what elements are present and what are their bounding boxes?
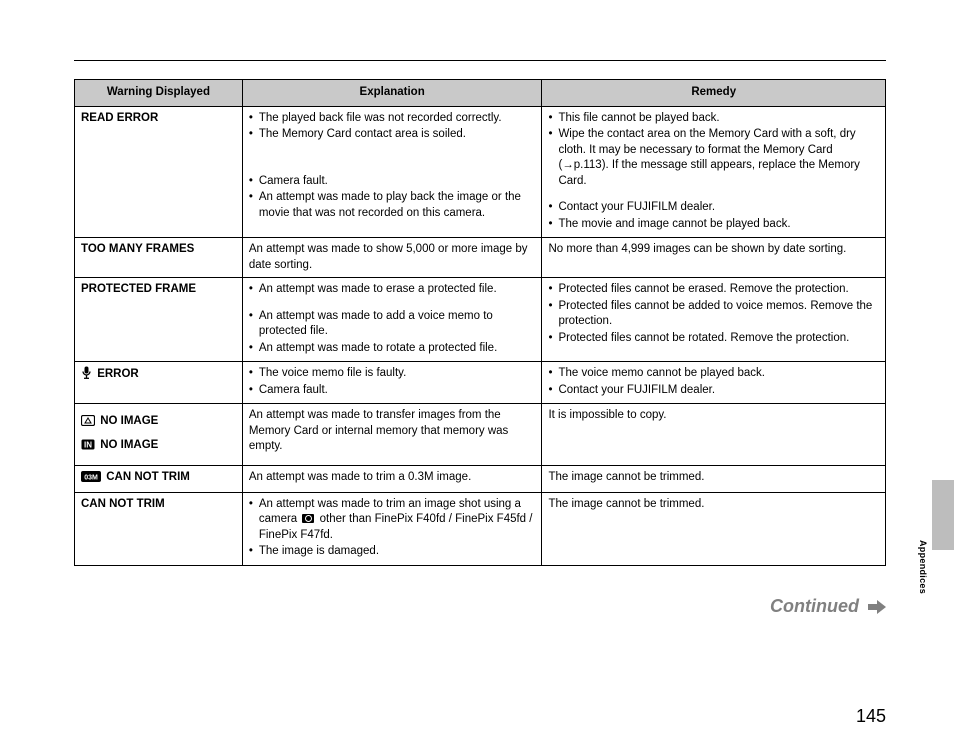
warning-cell: TOO MANY FRAMES <box>75 238 243 278</box>
table-row: CAN NOT TRIM An attempt was made to trim… <box>75 492 886 565</box>
header-rule <box>74 60 886 61</box>
microphone-icon <box>81 366 92 385</box>
list-item: Protected files cannot be added to voice… <box>548 299 879 330</box>
continued-label: Continued <box>74 596 886 619</box>
remedy-cell: No more than 4,999 images can be shown b… <box>542 238 886 278</box>
continued-arrow-icon <box>868 598 886 619</box>
warning-table: Warning Displayed Explanation Remedy REA… <box>74 79 886 566</box>
remedy-cell: It is impossible to copy. <box>542 404 886 466</box>
list-item: The Memory Card contact area is soiled. <box>249 127 536 143</box>
svg-text:IN: IN <box>84 440 92 449</box>
explanation-cell: An attempt was made to trim a 0.3M image… <box>242 466 542 493</box>
card-out-icon <box>81 415 95 432</box>
remedy-cell: The voice memo cannot be played back. Co… <box>542 362 886 404</box>
list-item: Camera fault. <box>249 383 536 399</box>
table-row: NO IMAGE IN NO IMAGE An attempt was made… <box>75 404 886 466</box>
warning-cell: CAN NOT TRIM <box>75 492 243 565</box>
svg-text:03M: 03M <box>84 475 98 482</box>
list-item: This file cannot be played back. <box>548 111 879 127</box>
list-item: Contact your FUJIFILM dealer. <box>548 200 879 216</box>
warning-text: ERROR <box>97 368 139 380</box>
list-item: The played back file was not recorded co… <box>249 111 536 127</box>
explanation-cell: An attempt was made to transfer images f… <box>242 404 542 466</box>
warning-cell: ERROR <box>75 362 243 404</box>
list-item: An attempt was made to play back the ima… <box>249 190 536 221</box>
list-item: Camera fault. <box>249 174 536 190</box>
list-item: The voice memo cannot be played back. <box>548 366 879 382</box>
list-item: An attempt was made to erase a protected… <box>249 282 536 298</box>
warning-text: NO IMAGE <box>100 415 158 427</box>
list-item: Protected files cannot be erased. Remove… <box>548 282 879 298</box>
page-number: 145 <box>856 706 886 727</box>
list-item: Protected files cannot be rotated. Remov… <box>548 331 879 347</box>
list-item: An attempt was made to rotate a protecte… <box>249 341 536 357</box>
table-row: TOO MANY FRAMES An attempt was made to s… <box>75 238 886 278</box>
remedy-cell: Protected files cannot be erased. Remove… <box>542 278 886 362</box>
explanation-cell: An attempt was made to trim an image sho… <box>242 492 542 565</box>
col-header-remedy: Remedy <box>542 80 886 107</box>
warning-cell: PROTECTED FRAME <box>75 278 243 362</box>
warning-cell: NO IMAGE IN NO IMAGE <box>75 404 243 466</box>
explanation-cell: An attempt was made to erase a protected… <box>242 278 542 362</box>
list-item: An attempt was made to trim an image sho… <box>249 497 536 544</box>
warning-text: CAN NOT TRIM <box>106 471 190 483</box>
list-item: Contact your FUJIFILM dealer. <box>548 383 879 399</box>
remedy-cell: The image cannot be trimmed. <box>542 492 886 565</box>
camera-icon <box>302 514 314 523</box>
remedy-cell: This file cannot be played back. Wipe th… <box>542 106 886 238</box>
card-in-icon: IN <box>81 439 95 456</box>
list-item: The movie and image cannot be played bac… <box>548 217 879 233</box>
manual-page: Warning Displayed Explanation Remedy REA… <box>74 60 894 619</box>
list-item: An attempt was made to add a voice memo … <box>249 309 536 340</box>
explanation-cell: The played back file was not recorded co… <box>242 106 542 238</box>
col-header-explanation: Explanation <box>242 80 542 107</box>
table-row: 03M CAN NOT TRIM An attempt was made to … <box>75 466 886 493</box>
table-header-row: Warning Displayed Explanation Remedy <box>75 80 886 107</box>
badge-03m-icon: 03M <box>81 471 101 488</box>
list-item: The image is damaged. <box>249 544 536 560</box>
remedy-cell: The image cannot be trimmed. <box>542 466 886 493</box>
table-row: READ ERROR The played back file was not … <box>75 106 886 238</box>
warning-text: NO IMAGE <box>100 439 158 451</box>
warning-cell: 03M CAN NOT TRIM <box>75 466 243 493</box>
col-header-warning: Warning Displayed <box>75 80 243 107</box>
list-item: Wipe the contact area on the Memory Card… <box>548 127 879 189</box>
side-tab <box>932 480 954 550</box>
explanation-cell: An attempt was made to show 5,000 or mor… <box>242 238 542 278</box>
table-row: ERROR The voice memo file is faulty. Cam… <box>75 362 886 404</box>
list-item: The voice memo file is faulty. <box>249 366 536 382</box>
table-row: PROTECTED FRAME An attempt was made to e… <box>75 278 886 362</box>
explanation-cell: The voice memo file is faulty. Camera fa… <box>242 362 542 404</box>
warning-cell: READ ERROR <box>75 106 243 238</box>
side-section-label: Appendices <box>918 540 928 594</box>
